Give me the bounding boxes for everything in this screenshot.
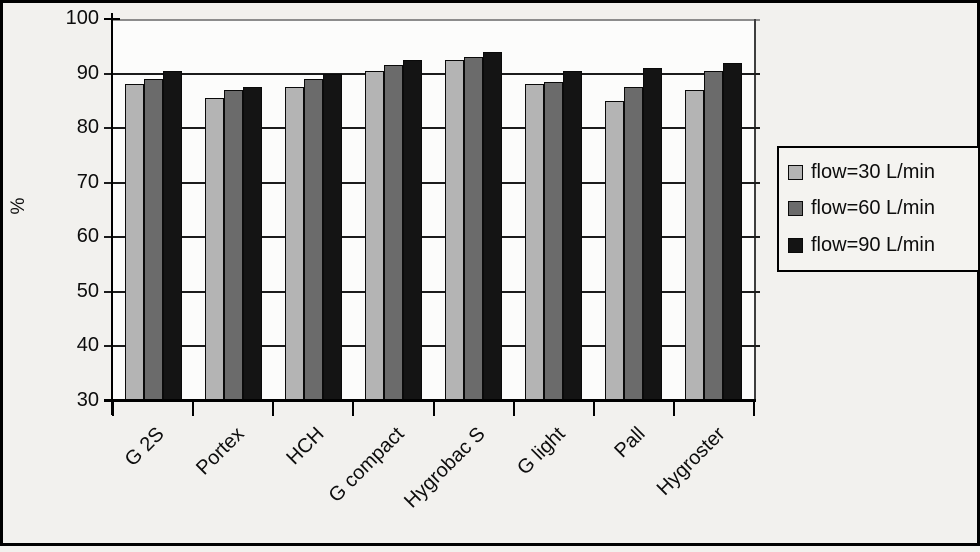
bar bbox=[223, 89, 243, 401]
x-tick bbox=[753, 401, 755, 416]
bar bbox=[204, 98, 224, 401]
y-tick-label: 100 bbox=[65, 7, 99, 29]
gridline bbox=[104, 345, 760, 348]
gridline bbox=[104, 236, 760, 239]
gridline bbox=[104, 181, 760, 184]
bar bbox=[364, 70, 384, 401]
legend-item: flow=60 L/min bbox=[788, 197, 978, 220]
bar bbox=[322, 73, 342, 401]
bar bbox=[162, 70, 182, 401]
bar bbox=[643, 68, 663, 401]
x-tick bbox=[672, 401, 675, 416]
bar bbox=[124, 84, 144, 401]
legend-label: flow=30 L/min bbox=[811, 160, 935, 183]
x-tick bbox=[112, 401, 114, 416]
y-tick-label: 70 bbox=[76, 170, 99, 193]
bar bbox=[402, 59, 422, 401]
plot-right-border bbox=[754, 19, 756, 401]
bar bbox=[483, 51, 503, 401]
x-tick bbox=[432, 401, 435, 416]
legend-swatch bbox=[788, 201, 803, 217]
bar bbox=[525, 84, 545, 401]
bar bbox=[685, 89, 705, 401]
x-tick bbox=[592, 401, 595, 416]
gridline bbox=[104, 290, 760, 293]
bar bbox=[464, 57, 484, 401]
bar bbox=[143, 79, 163, 401]
legend-label: flow=90 L/min bbox=[811, 234, 935, 257]
bar bbox=[445, 59, 465, 401]
bar bbox=[624, 87, 644, 401]
x-tick bbox=[352, 401, 355, 416]
bar bbox=[383, 65, 403, 401]
gridline bbox=[104, 72, 760, 75]
x-tick bbox=[192, 401, 195, 416]
y-axis-title: % bbox=[8, 197, 29, 215]
bar bbox=[303, 79, 323, 401]
y-tick-label: 60 bbox=[76, 225, 99, 248]
bar bbox=[563, 70, 583, 401]
y-tick-label: 50 bbox=[76, 279, 99, 302]
gridline bbox=[104, 127, 760, 130]
y-tick-label: 80 bbox=[76, 116, 99, 139]
bar bbox=[605, 100, 625, 401]
y-tick-label: 40 bbox=[76, 334, 99, 357]
legend-swatch bbox=[788, 238, 803, 254]
y-axis-line bbox=[111, 13, 113, 415]
bar bbox=[284, 87, 304, 401]
bar bbox=[723, 62, 743, 401]
bar bbox=[242, 87, 262, 401]
legend-item: flow=90 L/min bbox=[788, 234, 978, 257]
legend-box: flow=30 L/min flow=60 L/min flow=90 L/min bbox=[777, 146, 980, 272]
y-tick-label: 30 bbox=[76, 389, 99, 411]
plot-area bbox=[104, 13, 760, 416]
bar bbox=[544, 81, 564, 401]
legend-swatch bbox=[788, 164, 803, 180]
x-tick bbox=[512, 401, 515, 416]
legend-item: flow=30 L/min bbox=[788, 161, 978, 184]
y-tick-label: 90 bbox=[76, 61, 99, 84]
bar bbox=[704, 70, 724, 401]
x-axis-line bbox=[104, 399, 756, 402]
x-tick bbox=[272, 401, 275, 416]
plot-top-border bbox=[113, 19, 760, 21]
legend-label: flow=60 L/min bbox=[811, 197, 935, 220]
